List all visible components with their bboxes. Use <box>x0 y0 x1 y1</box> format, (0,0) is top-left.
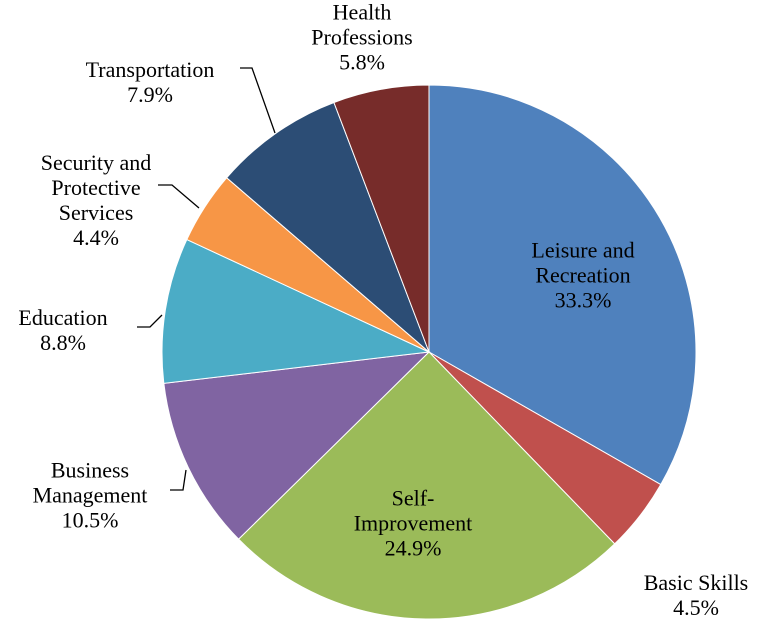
category-label: Basic Skills <box>643 570 749 595</box>
pie-slice <box>428 84 697 486</box>
value-label: 8.8% <box>40 330 86 355</box>
category-label: Leisure and Recreation <box>531 237 635 288</box>
pie-slice <box>225 101 430 353</box>
category-label: Business Management <box>32 457 148 508</box>
slice-label: Basic Skills 4.5% <box>596 570 778 620</box>
category-label: Security and Protective Services <box>40 150 152 225</box>
pie-slice <box>163 351 431 540</box>
value-label: 7.9% <box>127 82 173 107</box>
value-label: 5.8% <box>339 49 385 75</box>
value-label: 33.3% <box>554 287 612 313</box>
value-label: 10.5% <box>61 507 119 533</box>
category-label: Transportation <box>85 57 215 82</box>
slice-label: Leisure and Recreation 33.3% <box>508 238 658 313</box>
slice-label: Transportation 7.9% <box>50 57 250 107</box>
slice-label: Security and Protective Services 4.4% <box>21 150 171 250</box>
pie-slice <box>237 351 616 620</box>
value-label: 4.5% <box>673 595 719 620</box>
leader-line <box>158 184 200 209</box>
value-label: 4.4% <box>73 225 119 250</box>
category-label: Health Professions <box>311 0 413 50</box>
value-label: 24.9% <box>384 535 442 561</box>
pie-slice <box>333 84 430 353</box>
slice-label: Education 8.8% <box>0 305 138 355</box>
slice-label: Health Professions 5.8% <box>292 0 432 75</box>
pie-slice <box>161 238 431 384</box>
category-label: Education <box>18 305 108 330</box>
leader-line <box>240 67 276 134</box>
slice-label: Self-Improvement 24.9% <box>343 486 483 561</box>
slice-label: Business Management 10.5% <box>5 458 175 533</box>
leader-line <box>137 314 163 328</box>
category-label: Self-Improvement <box>353 485 473 536</box>
leader-line <box>170 469 187 491</box>
